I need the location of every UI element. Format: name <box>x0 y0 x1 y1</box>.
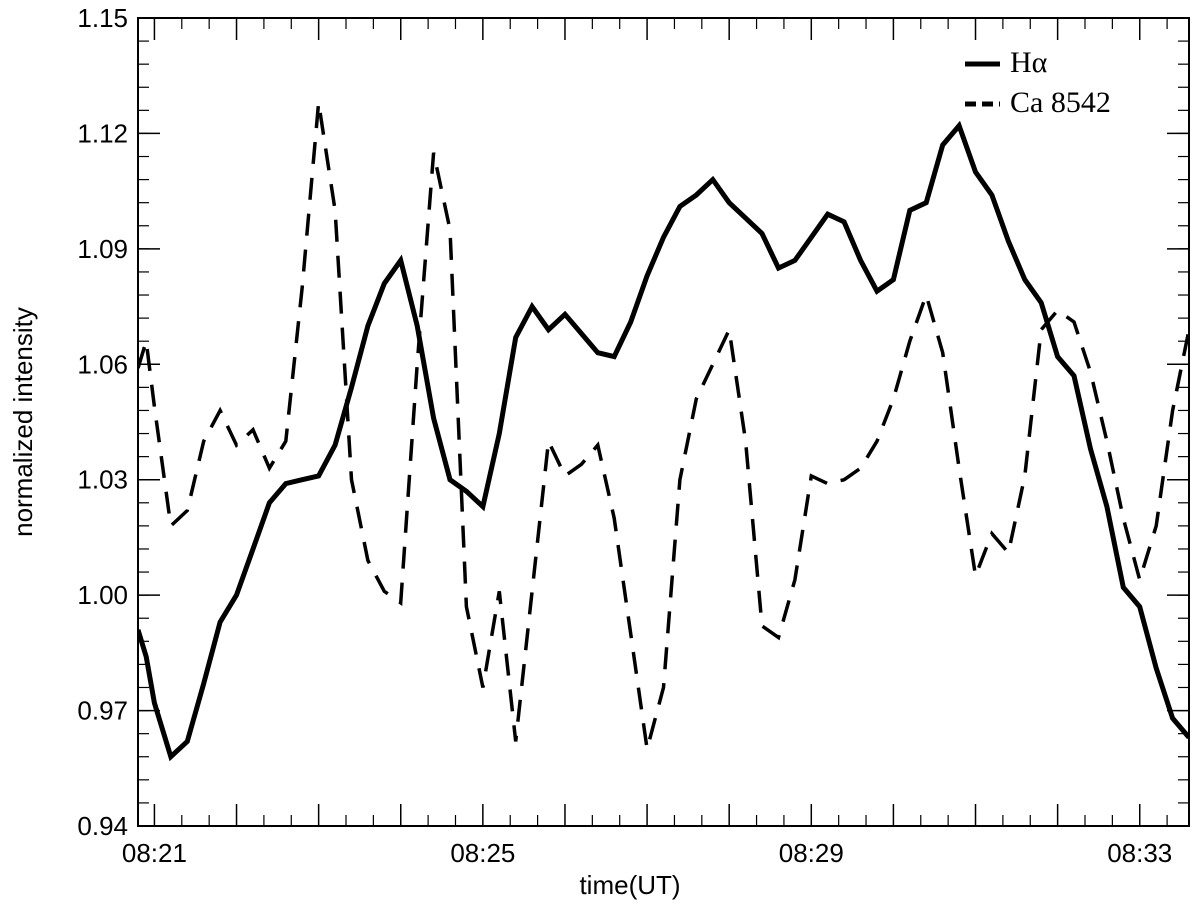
x-tick-label: 08:21 <box>122 838 187 868</box>
series-line-ca8542 <box>138 102 1189 750</box>
y-tick-label: 1.03 <box>77 465 128 495</box>
y-tick-label: 1.00 <box>77 580 128 610</box>
y-tick-label: 1.12 <box>77 118 128 148</box>
legend-label-halpha: Hα <box>1010 46 1048 79</box>
y-tick-label: 0.97 <box>77 696 128 726</box>
y-axis-title: normalized intensity <box>8 307 38 537</box>
x-tick-label: 08:33 <box>1107 838 1172 868</box>
x-axis-title: time(UT) <box>579 870 680 900</box>
series-line-halpha <box>138 120 1189 762</box>
y-tick-label: 0.94 <box>77 811 128 841</box>
x-tick-label: 08:29 <box>779 838 844 868</box>
series-layer <box>137 102 1190 762</box>
y-tick-label: 1.15 <box>77 3 128 33</box>
legend-label-ca8542: Ca 8542 <box>1010 86 1111 119</box>
legend: Hα Ca 8542 <box>965 46 1111 119</box>
tick-layer: 0.94 0.97 1.00 1.03 1.06 1.09 1.12 1.15 08:21 08:… <box>77 3 1189 868</box>
y-tick-label: 1.09 <box>77 234 128 264</box>
y-tick-label: 1.06 <box>77 349 128 379</box>
x-tick-label: 08:25 <box>450 838 515 868</box>
plot-frame <box>137 17 1190 827</box>
